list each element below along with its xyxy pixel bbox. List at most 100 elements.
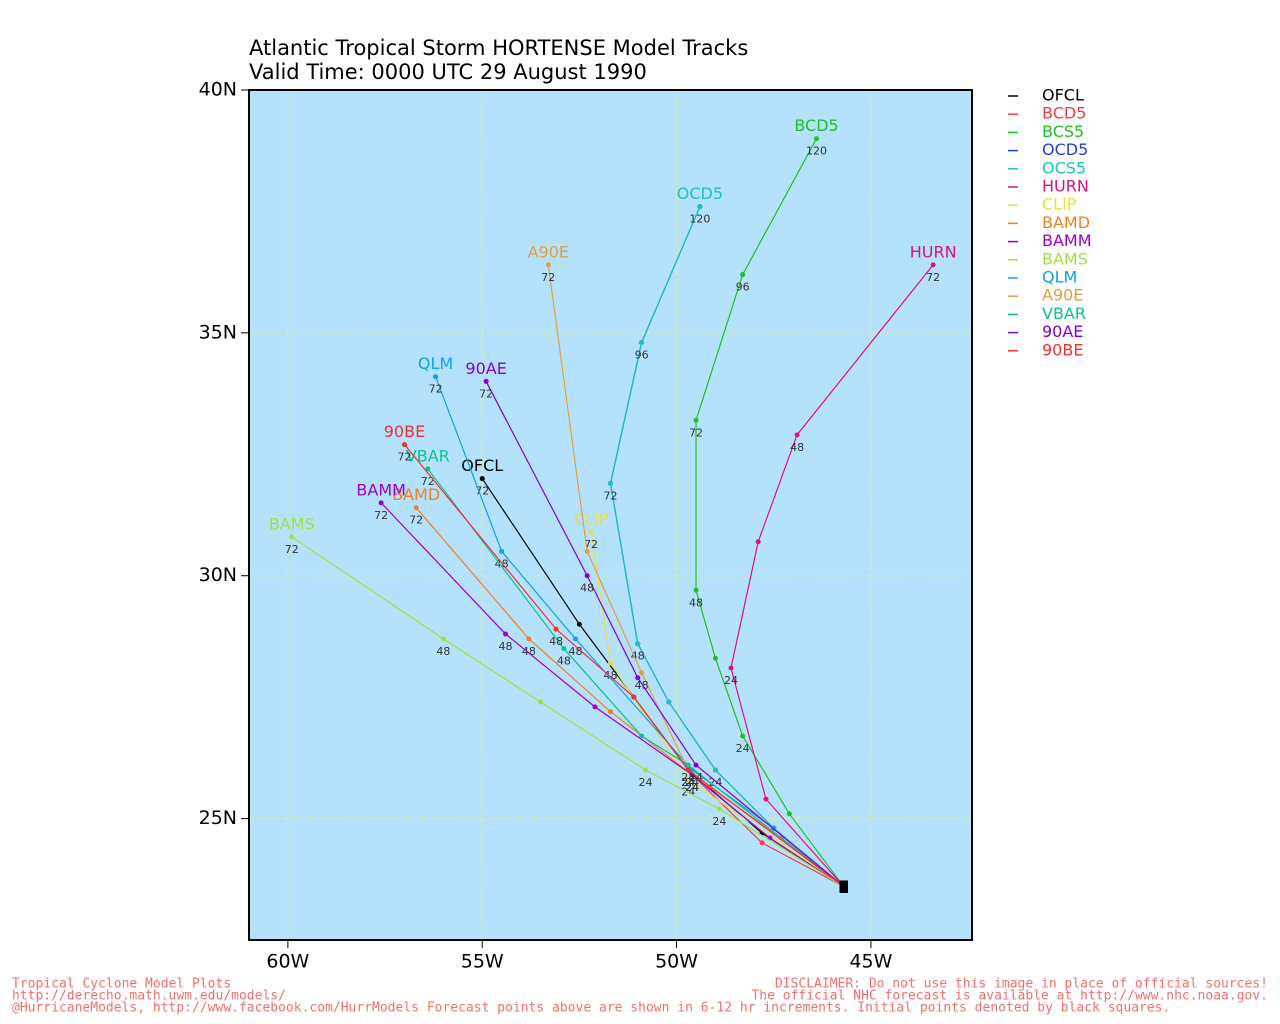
hour-label: 72 [926,271,940,284]
legend-label: BCS5 [1042,122,1084,141]
legend-label: BCD5 [1042,104,1086,123]
legend-label: 90AE [1042,322,1083,341]
legend-label: BAMD [1042,213,1090,232]
x-tick-label: 50W [655,951,698,973]
track-line [695,138,845,887]
hour-label: 72 [409,514,423,527]
track-point [526,636,532,642]
track-point [553,626,559,632]
track-label: OFCL [461,456,503,475]
chart-title: Atlantic Tropical Storm HORTENSE Model T… [249,36,748,60]
hour-label: 72 [429,383,443,396]
track-point [930,262,936,268]
track-point [483,378,489,384]
hour-label: 24 [681,776,695,789]
hour-label: 24 [638,776,652,789]
track-point [794,432,800,438]
track-point [639,670,645,676]
track-label: 90BE [384,422,425,441]
track-point [716,806,722,812]
hour-label: 72 [689,426,703,439]
footer-note: Tropical Cyclone Model Plots [12,977,231,992]
track-point [592,704,598,710]
track-point [763,796,769,802]
chart-subtitle: Valid Time: 0000 UTC 29 August 1990 [249,60,647,84]
track-label: QLM [418,354,453,373]
track-point [685,767,691,773]
hour-label: 24 [708,776,722,789]
hour-label: 72 [584,538,598,551]
track-point [755,539,761,545]
legend-label: OFCL [1042,86,1084,105]
track-line [730,264,934,887]
plot-frame [248,89,973,941]
track-point [635,675,641,681]
track-point [561,646,567,652]
track-point [786,811,792,817]
legend-label: A90E [1042,286,1083,305]
track-point [712,767,718,773]
track-point [538,699,544,705]
track-point [588,529,594,535]
hour-label: 24 [689,771,703,784]
hour-label: 72 [285,543,299,556]
hour-label: 24 [681,771,695,784]
hour-label: 48 [631,650,645,663]
hour-label: 48 [436,645,450,658]
track-label: BCD5 [794,116,838,135]
track-point [479,476,485,482]
track-point [685,762,691,768]
track-point [425,466,431,472]
hour-label: 72 [421,475,435,488]
track-point [639,733,645,739]
footer-note: @HurricaneModels, http://www.facebook.co… [12,1001,1170,1016]
track-point [666,699,672,705]
footer-note: The official NHC forecast is available a… [751,989,1268,1004]
track-point [584,573,590,579]
hour-label: 96 [635,349,649,362]
track-point [635,641,641,647]
hour-label: 48 [569,645,583,658]
track-point [608,709,613,715]
track-label: A90E [528,242,569,261]
track-point [545,262,551,268]
track-point [740,733,746,739]
hour-label: 72 [475,485,489,498]
track-point [631,694,637,700]
hour-label: 24 [736,742,750,755]
legend-label: OCS5 [1042,158,1086,177]
track-point [584,548,590,554]
x-tick-label: 60W [266,951,309,973]
legend-label: HURN [1042,177,1089,196]
legend-label: VBAR [1042,304,1086,323]
track-point [685,777,691,783]
track-point [697,204,703,210]
hour-label: 48 [557,655,571,668]
track-point [401,442,407,448]
hour-label: 48 [549,635,563,648]
track-point [576,621,582,627]
y-tick-label: 25N [199,807,237,829]
y-tick-label: 35N [199,321,237,343]
legend-label: QLM [1042,268,1077,287]
track-point [289,534,295,540]
hour-label: 24 [685,776,699,789]
track-point [440,636,446,642]
track-point [499,548,505,554]
track-point [642,767,648,773]
track-line [609,206,845,888]
hour-label: 48 [499,640,513,653]
track-point [608,480,613,486]
x-tick-label: 45W [849,951,892,973]
hour-label: 48 [580,582,594,595]
track-point [740,272,746,278]
track-point [503,631,509,637]
legend-label: BAMM [1042,231,1092,250]
hour-label: 24 [685,781,699,794]
track-label: 90AE [465,359,506,378]
track-point [712,655,718,661]
y-tick-label: 40N [199,79,237,101]
track-point [413,505,419,511]
track-point [693,587,699,593]
